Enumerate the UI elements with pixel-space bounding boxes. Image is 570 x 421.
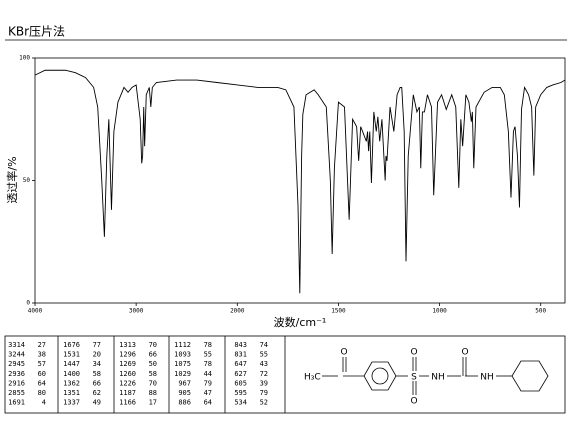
peak-transmittance: 47	[204, 389, 212, 397]
peak-transmittance: 58	[93, 370, 101, 378]
x-tick-label: 1000	[432, 308, 447, 315]
peak-transmittance: 78	[204, 360, 212, 368]
atom-label: H₃C	[304, 373, 321, 383]
peak-wavenumber: 2936	[8, 370, 25, 378]
peak-wavenumber: 1269	[119, 360, 136, 368]
y-tick-label: 50	[23, 177, 31, 184]
y-tick-label: 0	[26, 300, 30, 307]
peak-transmittance: 20	[93, 351, 101, 359]
peak-transmittance: 50	[149, 360, 157, 368]
peak-wavenumber: 1447	[63, 360, 80, 368]
peak-wavenumber: 905	[178, 389, 191, 397]
peak-wavenumber: 534	[234, 399, 247, 407]
peak-transmittance: 66	[93, 379, 101, 387]
x-tick-label: 3000	[129, 308, 144, 315]
peak-wavenumber: 886	[178, 399, 191, 407]
spectrum-line	[34, 69, 566, 294]
peak-wavenumber: 1093	[174, 351, 191, 359]
peak-wavenumber: 1313	[119, 341, 136, 349]
atom-label: O	[410, 348, 417, 358]
peak-transmittance: 66	[149, 351, 157, 359]
peak-transmittance: 77	[93, 341, 101, 349]
peak-wavenumber: 605	[234, 379, 247, 387]
x-tick-label: 1500	[331, 308, 346, 315]
atom-label: O	[461, 348, 468, 358]
peak-wavenumber: 967	[178, 379, 191, 387]
atom-label: NH	[431, 373, 445, 383]
peak-transmittance: 70	[149, 379, 157, 387]
peak-transmittance: 62	[93, 389, 101, 397]
peak-wavenumber: 1029	[174, 370, 191, 378]
peak-transmittance: 79	[204, 379, 212, 387]
peak-wavenumber: 1187	[119, 389, 136, 397]
peak-transmittance: 79	[260, 389, 268, 397]
peak-transmittance: 55	[204, 351, 212, 359]
peak-wavenumber: 1362	[63, 379, 80, 387]
peak-transmittance: 74	[260, 341, 268, 349]
atom-label: NH	[480, 373, 494, 383]
peak-transmittance: 64	[204, 399, 212, 407]
peak-wavenumber: 1351	[63, 389, 80, 397]
peak-transmittance: 43	[260, 360, 268, 368]
peak-transmittance: 55	[260, 351, 268, 359]
x-axis-label: 波数/cm⁻¹	[274, 316, 327, 329]
peak-wavenumber: 3314	[8, 341, 25, 349]
peak-wavenumber: 1676	[63, 341, 80, 349]
peak-transmittance: 17	[149, 399, 157, 407]
y-axis-label: 透过率/%	[5, 156, 19, 203]
peak-wavenumber: 647	[234, 360, 247, 368]
atom-label: O	[340, 348, 347, 358]
peak-wavenumber: 1226	[119, 379, 136, 387]
peak-wavenumber: 843	[234, 341, 247, 349]
peak-wavenumber: 1260	[119, 370, 136, 378]
peak-wavenumber: 1166	[119, 399, 136, 407]
peak-wavenumber: 1400	[63, 370, 80, 378]
cyclohexane-ring	[511, 360, 549, 392]
peak-wavenumber: 627	[234, 370, 247, 378]
peak-transmittance: 39	[260, 379, 268, 387]
peak-wavenumber: 3244	[8, 351, 25, 359]
x-tick-label: 4000	[28, 308, 43, 315]
peak-transmittance: 44	[204, 370, 212, 378]
peak-wavenumber: 1296	[119, 351, 136, 359]
atom-label: S	[411, 373, 417, 383]
structure: H₃C O S O O NH O NH	[304, 348, 549, 407]
atom-label: O	[410, 397, 417, 407]
peak-transmittance: 78	[204, 341, 212, 349]
peak-wavenumber: 1691	[8, 399, 25, 407]
peak-transmittance: 52	[260, 399, 268, 407]
x-tick-label: 2000	[230, 308, 245, 315]
peak-transmittance: 58	[149, 370, 157, 378]
aromatic-circle	[371, 367, 389, 385]
peak-transmittance: 34	[93, 360, 101, 368]
peak-wavenumber: 2855	[8, 389, 25, 397]
peak-transmittance: 4	[42, 399, 46, 407]
peak-wavenumber: 1337	[63, 399, 80, 407]
peak-transmittance: 27	[38, 341, 46, 349]
peak-wavenumber: 1112	[174, 341, 191, 349]
peak-transmittance: 49	[93, 399, 101, 407]
chart-title: KBr压片法	[8, 25, 65, 39]
peak-transmittance: 60	[38, 370, 46, 378]
peak-wavenumber: 2916	[8, 379, 25, 387]
peak-wavenumber: 831	[234, 351, 247, 359]
peak-wavenumber: 1531	[63, 351, 80, 359]
y-tick-label: 100	[19, 55, 30, 62]
peak-transmittance: 80	[38, 389, 46, 397]
peak-wavenumber: 2945	[8, 360, 25, 368]
peak-wavenumber: 595	[234, 389, 247, 397]
x-tick-label: 500	[535, 308, 546, 315]
peak-transmittance: 57	[38, 360, 46, 368]
benzene-ring	[363, 361, 397, 391]
peak-transmittance: 38	[38, 351, 46, 359]
peak-transmittance: 70	[149, 341, 157, 349]
peak-transmittance: 88	[149, 389, 157, 397]
peak-transmittance: 64	[38, 379, 46, 387]
peak-transmittance: 72	[260, 370, 268, 378]
peak-wavenumber: 1075	[174, 360, 191, 368]
